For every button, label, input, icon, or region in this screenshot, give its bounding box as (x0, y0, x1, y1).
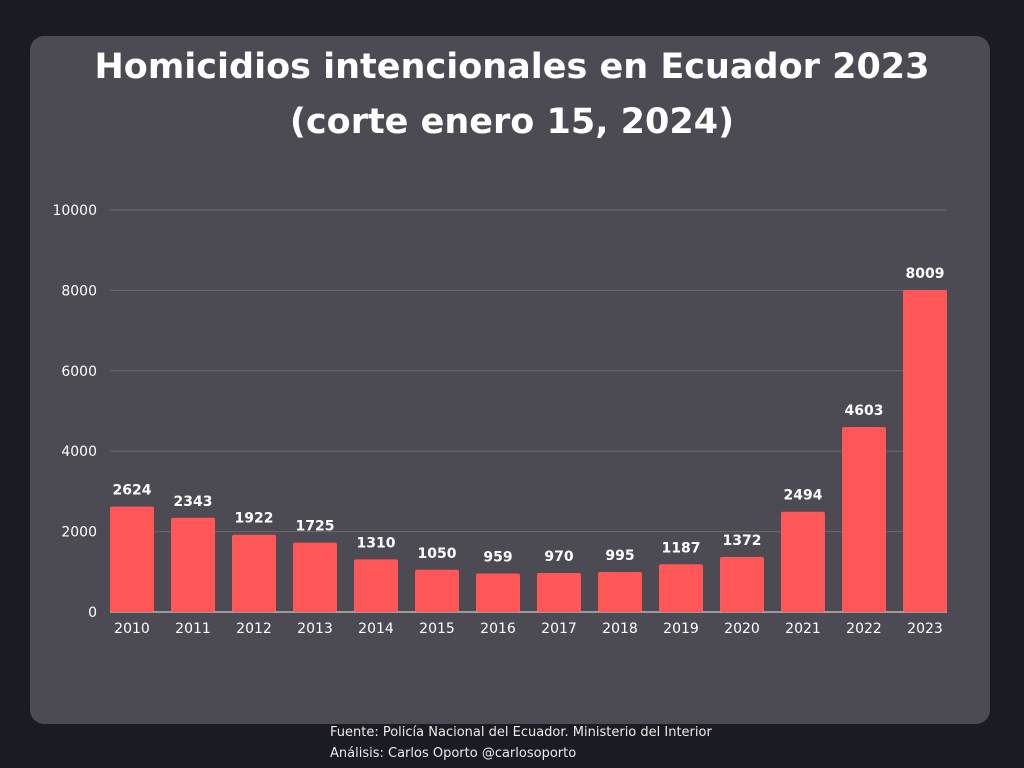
bar (659, 564, 703, 612)
bar (232, 534, 276, 612)
x-tick-label: 2020 (724, 621, 760, 637)
data-label: 2624 (113, 483, 152, 499)
source-note: Fuente: Policía Nacional del Ecuador. Mi… (330, 725, 712, 740)
data-label: 4603 (845, 403, 884, 419)
bar (781, 511, 825, 612)
chart-footer: Fuente: Policía Nacional del Ecuador. Mi… (330, 722, 712, 764)
data-label: 959 (483, 549, 512, 565)
x-tick-label: 2022 (846, 621, 882, 637)
data-label: 1187 (662, 540, 701, 556)
bar (720, 556, 764, 612)
bar (171, 517, 215, 612)
y-tick-label: 2000 (61, 525, 97, 541)
bar (476, 573, 520, 612)
bar (110, 506, 154, 612)
data-label: 1372 (723, 533, 762, 549)
x-tick-label: 2017 (541, 621, 577, 637)
x-tick-label: 2014 (358, 621, 394, 637)
bar (842, 426, 886, 612)
bar (293, 542, 337, 612)
bar (537, 573, 581, 612)
x-tick-label: 2016 (480, 621, 516, 637)
chart-title-line2: (corte enero 15, 2024) (289, 102, 735, 142)
y-tick-label: 4000 (61, 444, 97, 460)
y-tick-label: 10000 (52, 203, 97, 219)
data-label: 8009 (906, 266, 945, 282)
x-tick-label: 2019 (663, 621, 699, 637)
data-label: 2494 (784, 488, 823, 504)
x-tick-label: 2018 (602, 621, 638, 637)
bar (598, 572, 642, 612)
x-tick-label: 2010 (114, 621, 150, 637)
bar (415, 569, 459, 612)
bar (354, 559, 398, 612)
y-tick-label: 6000 (61, 364, 97, 380)
x-tick-label: 2021 (785, 621, 821, 637)
x-tick-label: 2013 (297, 621, 333, 637)
data-label: 1050 (418, 546, 457, 562)
analysis-credit: Análisis: Carlos Oporto @carlosoporto (330, 746, 577, 761)
bar (903, 290, 947, 612)
data-label: 1922 (235, 511, 274, 527)
chart-title-line1: Homicidios intencionales en Ecuador 2023 (94, 47, 930, 87)
x-tick-label: 2015 (419, 621, 455, 637)
y-tick-label: 8000 (61, 283, 97, 299)
data-label: 995 (605, 548, 634, 564)
chart-title: Homicidios intencionales en Ecuador 2023… (0, 40, 1024, 150)
data-label: 970 (544, 549, 573, 565)
data-label: 1725 (296, 519, 335, 535)
data-label: 1310 (357, 535, 396, 551)
x-tick-label: 2011 (175, 621, 211, 637)
y-tick-label: 0 (88, 605, 97, 621)
x-tick-label: 2023 (907, 621, 943, 637)
data-label: 2343 (174, 494, 213, 510)
x-tick-label: 2012 (236, 621, 272, 637)
